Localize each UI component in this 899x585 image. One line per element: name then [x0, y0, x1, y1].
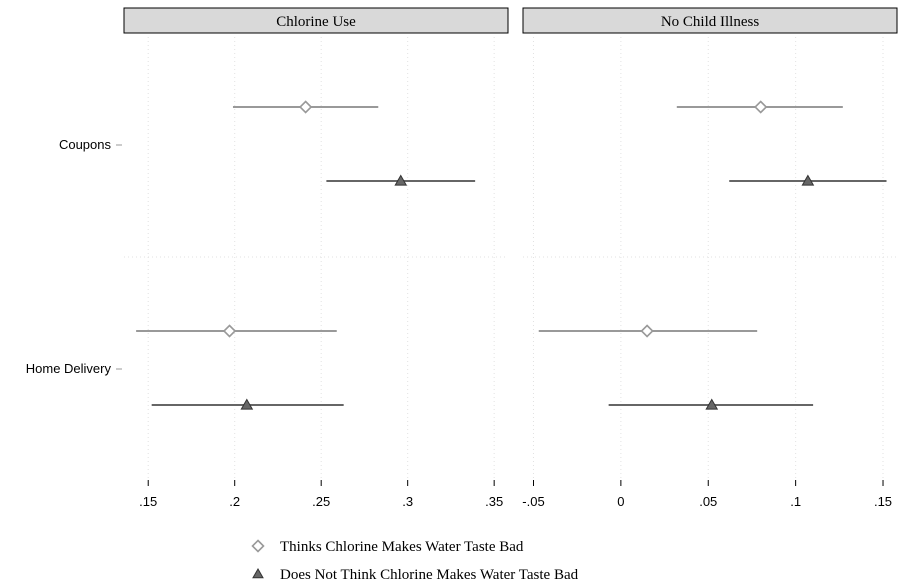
legend-label: Thinks Chlorine Makes Water Taste Bad — [280, 539, 524, 555]
x-tick-label: .05 — [699, 494, 717, 509]
panel-title: No Child Illness — [661, 14, 759, 30]
marker-diamond — [222, 324, 237, 338]
marker-diamond — [298, 100, 313, 114]
panel-title-strip — [522, 7, 898, 34]
y-axis: Coupons Home Delivery — [26, 137, 122, 376]
legend-marker-triangle — [252, 567, 264, 579]
x-tick-label: .2 — [229, 494, 240, 509]
x-tick-label: .35 — [485, 494, 503, 509]
panel-title: Chlorine Use — [276, 14, 356, 30]
x-tick-label: .15 — [139, 494, 157, 509]
x-tick-label: .15 — [874, 494, 892, 509]
x-tick-label: .1 — [790, 494, 801, 509]
panel-2: No Child Illness -.05 0 .05 .1 .15 — [522, 7, 898, 509]
legend-marker-diamond — [251, 539, 265, 553]
marker-triangle — [705, 398, 719, 410]
y-tick-label: Coupons — [59, 137, 112, 152]
panels-group: Chlorine Use .15 .2 .25 .3 .35 No Child Illnes… — [123, 7, 898, 509]
marker-diamond — [754, 100, 768, 114]
y-tick-label: Home Delivery — [26, 361, 112, 376]
marker-diamond — [640, 324, 654, 338]
panel-1: Chlorine Use .15 .2 .25 .3 .35 — [123, 7, 509, 509]
marker-triangle — [394, 174, 408, 186]
x-tick-label: -.05 — [522, 494, 544, 509]
marker-triangle — [240, 398, 254, 410]
x-tick-label: 0 — [617, 494, 624, 509]
marker-triangle — [801, 174, 815, 186]
legend: Thinks Chlorine Makes Water Taste Bad Doe… — [251, 539, 579, 583]
x-tick-label: .3 — [402, 494, 413, 509]
panel-title-strip — [123, 7, 509, 34]
legend-label: Does Not Think Chlorine Makes Water Tast… — [280, 567, 579, 583]
x-tick-label: .25 — [312, 494, 330, 509]
